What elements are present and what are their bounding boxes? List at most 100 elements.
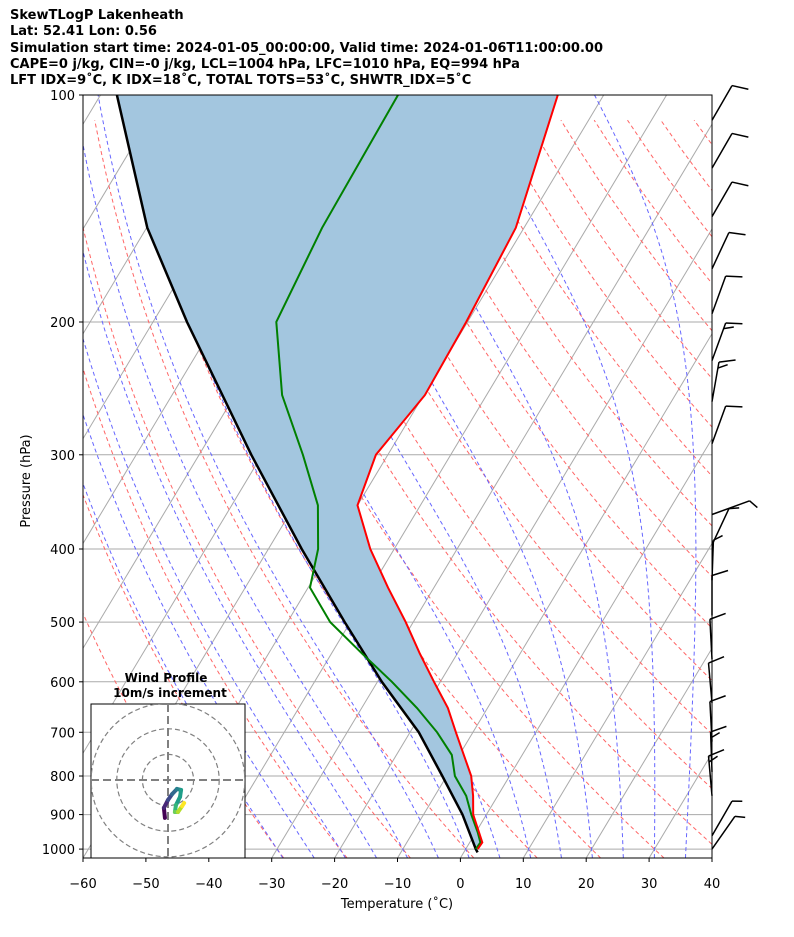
y-tick-label: 500 <box>50 616 75 631</box>
wind-barb-feather <box>723 326 734 330</box>
isotherm-line <box>208 95 668 858</box>
y-tick-label: 700 <box>50 726 75 741</box>
moist-adiabat-line <box>155 95 501 858</box>
x-tick-label: −20 <box>321 877 348 892</box>
moist-adiabat-line <box>295 95 593 858</box>
wind-barb-feather <box>711 569 729 577</box>
dry-adiabat-line <box>83 493 285 858</box>
moist-adiabat-line <box>369 95 624 858</box>
dry-adiabat-line <box>593 119 712 285</box>
profile-lines <box>115 95 559 853</box>
wind-barb-feather <box>708 748 725 757</box>
wind-barb-feather <box>717 364 728 369</box>
wind-barb-staff <box>711 800 733 837</box>
chart-title-block: SkewTLogP Lakenheath Lat: 52.41 Lon: 0.5… <box>10 8 603 89</box>
wind-barb-staff <box>711 275 727 314</box>
x-tick-label: −60 <box>69 877 96 892</box>
y-tick-label: 1000 <box>42 843 75 858</box>
dry-adiabat-line <box>294 120 712 735</box>
wind-barb-staff <box>711 405 727 444</box>
dry-adiabat-line <box>527 119 712 380</box>
wind-barb-feather <box>728 507 740 510</box>
x-tick-label: −40 <box>195 877 222 892</box>
wind-barb-staff <box>711 232 730 270</box>
wind-barb-staff <box>711 815 736 850</box>
wind-barb-staff <box>707 755 713 796</box>
y-tick-label: 800 <box>50 770 75 785</box>
wind-barb <box>711 569 729 616</box>
title-indices: LFT IDX=9˚C, K IDX=18˚C, TOTAL TOTS=53˚C… <box>10 73 472 89</box>
dry-adiabat-line <box>327 120 712 682</box>
wind-barb-staff <box>711 500 750 516</box>
x-tick-label: −50 <box>132 877 159 892</box>
wind-barb <box>711 359 736 402</box>
wind-barb-feather <box>731 181 749 187</box>
dry-adiabat-line <box>660 119 712 192</box>
x-tick-label: 30 <box>641 877 658 892</box>
wind-barb-feather <box>731 132 749 138</box>
dry-adiabat-line <box>83 225 411 858</box>
wind-barb-feather <box>718 359 736 363</box>
isotherm-line <box>522 542 712 858</box>
temperature-line <box>356 95 559 850</box>
wind-barb-feather <box>709 695 726 703</box>
wind-barb-staff <box>711 85 733 121</box>
y-tick-label: 300 <box>50 449 75 464</box>
wind-barb-feather <box>749 500 758 509</box>
x-tick-label: 40 <box>704 877 721 892</box>
dry-adiabat-line <box>728 120 794 858</box>
cape-area <box>116 95 558 850</box>
x-tick-label: −30 <box>258 877 285 892</box>
wind-barb-feather <box>708 656 725 664</box>
isotherm-line <box>83 95 164 230</box>
wind-barb-staff <box>711 362 720 402</box>
wind-barb-feather <box>725 322 743 325</box>
moist-adiabat-line <box>83 249 378 858</box>
dry-adiabat-line <box>94 120 475 858</box>
wind-barb-feather <box>725 275 743 278</box>
y-tick-label: 400 <box>50 543 75 558</box>
y-tick-label: 900 <box>50 809 75 824</box>
dry-adiabat-line <box>761 120 794 858</box>
wind-barb-staff <box>707 663 713 704</box>
dry-adiabat-line <box>83 366 348 858</box>
dry-adiabat-line <box>460 119 712 477</box>
title-latlon: Lat: 52.41 Lon: 0.56 <box>10 24 157 40</box>
wind-barb-staff <box>711 133 733 169</box>
moist-adiabat-line <box>83 336 347 858</box>
wind-barb <box>707 748 725 796</box>
isotherm-line <box>334 228 712 858</box>
wind-barb-feather <box>731 84 749 90</box>
dewpoint-line <box>275 95 482 850</box>
x-tick-label: 20 <box>578 877 595 892</box>
x-axis-label: Temperature (˚C) <box>340 896 453 912</box>
background-lines <box>83 95 794 858</box>
wind-barb-feather <box>725 405 743 408</box>
y-axis: 100 200 300 400 500 600 700 800 900 1000 <box>42 89 83 858</box>
x-tick-label: 10 <box>515 877 532 892</box>
moist-adiabat-line <box>83 412 315 858</box>
wind-barb <box>711 275 743 314</box>
wind-barb <box>711 84 749 121</box>
wind-barb <box>711 500 758 516</box>
moist-adiabat-line <box>594 95 697 858</box>
isotherm-line <box>83 95 101 126</box>
dry-adiabat-line <box>493 119 712 428</box>
x-tick-label: 0 <box>456 877 464 892</box>
x-tick-label: −10 <box>384 877 411 892</box>
dry-adiabat-line <box>260 120 712 790</box>
dry-adiabat-line <box>227 120 712 845</box>
y-axis-label: Pressure (hPa) <box>19 434 34 527</box>
moist-adiabat-line <box>97 95 439 858</box>
moist-adiabat-line <box>717 95 753 858</box>
wind-barb <box>711 405 743 444</box>
x-axis: −60 −50 −40 −30 −20 −10 0 10 20 30 40 <box>69 858 720 892</box>
isotherm-line <box>648 752 712 858</box>
wind-barbs <box>707 84 758 850</box>
wind-barb <box>707 656 725 704</box>
wind-barb-feather <box>708 755 718 763</box>
wind-barb <box>711 815 746 850</box>
wind-barb-feather <box>710 725 727 733</box>
moist-adiabat-line <box>83 481 284 858</box>
